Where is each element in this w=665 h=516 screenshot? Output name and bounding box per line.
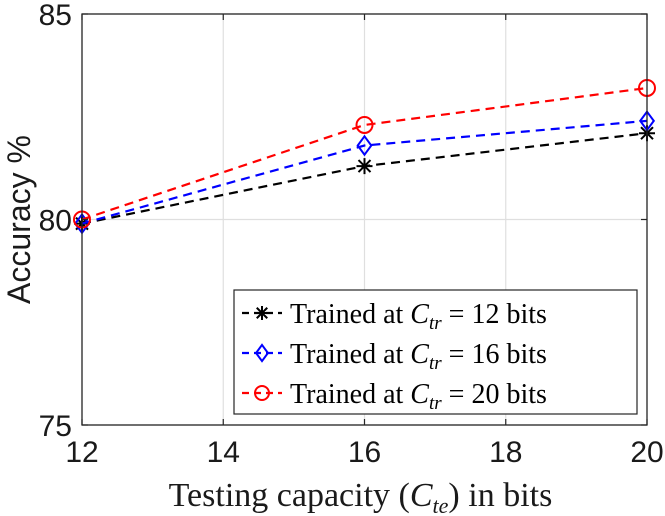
legend-label: Trained at Ctr = 12 bits [290, 299, 547, 334]
x-tick-label: 14 [207, 436, 240, 469]
data-point-marker [356, 134, 373, 157]
legend-item: Trained at Ctr = 20 bits [242, 379, 547, 414]
y-tick-label: 85 [39, 0, 72, 32]
legend-item: Trained at Ctr = 16 bits [242, 339, 547, 374]
data-point-marker [356, 158, 373, 175]
legend-label: Trained at Ctr = 20 bits [290, 379, 547, 414]
series-line [81, 86, 648, 221]
legend-item: Trained at Ctr = 12 bits [242, 299, 547, 334]
axis-ticks: 12 14 16 18 20 75 80 85 [39, 0, 664, 469]
data-point-marker [355, 115, 374, 134]
x-tick-label: 12 [65, 436, 98, 469]
x-tick-label: 20 [630, 436, 663, 469]
legend-marker [254, 343, 270, 363]
y-tick-label: 75 [39, 410, 72, 443]
legend-label: Trained at Ctr = 16 bits [290, 339, 547, 374]
legend-box [233, 289, 638, 415]
x-axis-label: Testing capacity (Cte) in bits [169, 477, 553, 516]
y-tick-label: 80 [39, 205, 72, 238]
x-tick-label: 16 [348, 436, 381, 469]
legend-marker [254, 385, 270, 401]
legend-marker [255, 306, 269, 320]
x-tick-label: 18 [489, 436, 522, 469]
legend: Trained at Ctr = 12 bits Trained at Ctr =… [233, 289, 638, 415]
y-axis-label: Accuracy % [1, 135, 37, 304]
series-line [81, 119, 648, 225]
